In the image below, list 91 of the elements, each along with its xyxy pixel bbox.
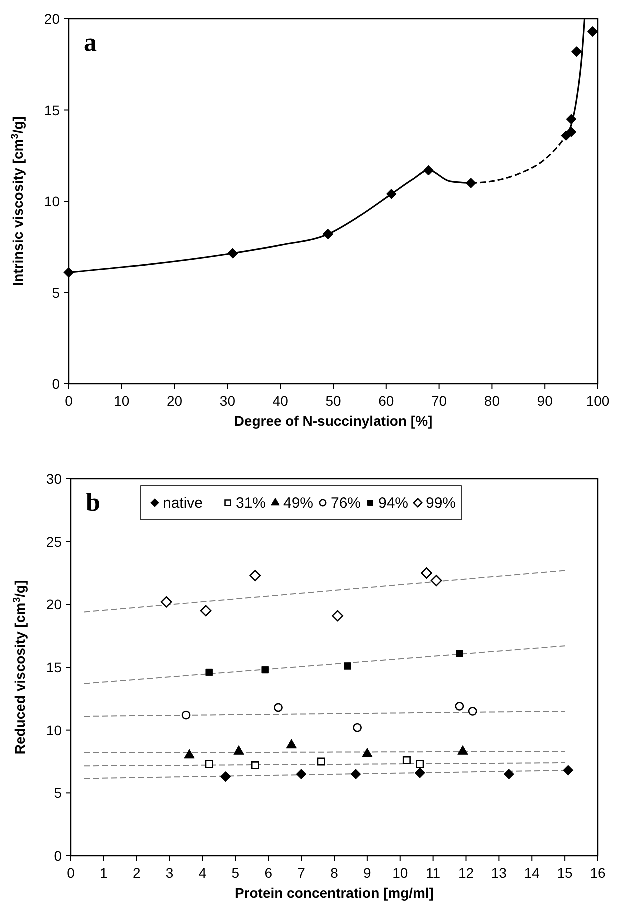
- point: [572, 46, 582, 58]
- x-tick-label: 4: [198, 865, 207, 881]
- x-tick-label: 5: [232, 865, 240, 881]
- legend-label: 76%: [331, 495, 362, 512]
- point: [458, 746, 468, 755]
- point: [386, 188, 397, 200]
- x-tick-label: 80: [484, 393, 500, 409]
- point: [206, 668, 213, 676]
- x-tick-label: 3: [166, 865, 174, 881]
- x-tick-label: 10: [114, 393, 130, 409]
- x-tick-label: 16: [590, 865, 606, 881]
- point: [220, 772, 232, 782]
- point: [416, 760, 424, 768]
- point: [504, 769, 514, 780]
- y-tick-label: 20: [46, 596, 62, 613]
- point: [262, 666, 269, 674]
- x-tick-label: 9: [364, 865, 372, 881]
- x-tick-label: 100: [586, 393, 610, 409]
- legend-label: 99%: [426, 495, 456, 512]
- x-tick-label: 14: [524, 865, 540, 881]
- point: [250, 570, 262, 582]
- point: [421, 568, 432, 579]
- y-tick-label: 10: [44, 194, 60, 210]
- y-tick-label: 0: [52, 376, 60, 392]
- point: [296, 769, 307, 780]
- point: [322, 229, 334, 240]
- point: [566, 114, 577, 125]
- x-tick-label: 30: [220, 393, 236, 409]
- y-tick-label: 5: [54, 785, 62, 802]
- x-tick-label: 50: [326, 393, 342, 409]
- point: [587, 26, 598, 38]
- annotation: a: [84, 28, 97, 57]
- point: [286, 739, 298, 749]
- x-tick-label: 2: [132, 865, 141, 881]
- x-tick-label: 90: [537, 393, 554, 409]
- point: [205, 760, 214, 768]
- point: [456, 650, 464, 658]
- point: [344, 662, 352, 670]
- x-tick-label: 12: [458, 865, 474, 881]
- annotation: b: [86, 488, 100, 517]
- point: [332, 610, 344, 622]
- y-tick-label: 30: [46, 471, 62, 487]
- y-tick-label: 0: [54, 848, 62, 864]
- x-tick-label: 6: [264, 865, 273, 881]
- x-tick-label: 0: [65, 393, 74, 409]
- y-tick-label: 25: [46, 534, 62, 550]
- point: [468, 707, 478, 716]
- point: [200, 605, 212, 617]
- y-tick-label: 20: [44, 11, 60, 27]
- x-tick-label: 10: [392, 865, 408, 881]
- point: [350, 769, 362, 780]
- x-tick-label: 70: [432, 393, 448, 409]
- legend-label: 94%: [378, 495, 409, 512]
- x-axis-title: Protein concentration [mg/ml]: [234, 885, 434, 901]
- y-tick-label: 15: [44, 102, 60, 118]
- point: [274, 703, 283, 712]
- point: [563, 765, 574, 776]
- point: [466, 178, 476, 189]
- point: [402, 756, 411, 764]
- point: [362, 748, 373, 758]
- point: [566, 126, 577, 138]
- x-tick-label: 8: [330, 865, 339, 881]
- point: [228, 248, 238, 259]
- legend-label: 49%: [284, 495, 314, 512]
- point: [423, 165, 434, 176]
- point: [64, 267, 74, 278]
- point: [414, 768, 426, 778]
- x-tick-label: 15: [557, 865, 574, 881]
- point: [184, 749, 195, 759]
- x-tick-label: 7: [298, 865, 306, 881]
- legend-label: 31%: [236, 495, 266, 512]
- point: [353, 723, 362, 732]
- point: [251, 762, 260, 770]
- x-axis-title: Degree of N-succinylation [%]: [234, 413, 433, 429]
- point: [234, 746, 244, 755]
- point: [182, 710, 191, 720]
- y-tick-label: 10: [46, 722, 62, 738]
- y-tick-label: 5: [52, 284, 60, 301]
- x-tick-label: 1: [100, 865, 108, 881]
- x-tick-label: 20: [167, 393, 183, 409]
- point: [317, 758, 326, 766]
- x-tick-label: 40: [272, 393, 289, 409]
- x-tick-label: 13: [491, 865, 508, 881]
- point: [430, 575, 442, 586]
- legend-label: native: [163, 495, 204, 512]
- x-tick-label: 60: [378, 393, 394, 409]
- y-tick-label: 15: [46, 660, 62, 676]
- point: [455, 702, 464, 711]
- x-tick-label: 0: [67, 865, 76, 881]
- point: [160, 596, 172, 608]
- x-tick-label: 11: [426, 865, 441, 881]
